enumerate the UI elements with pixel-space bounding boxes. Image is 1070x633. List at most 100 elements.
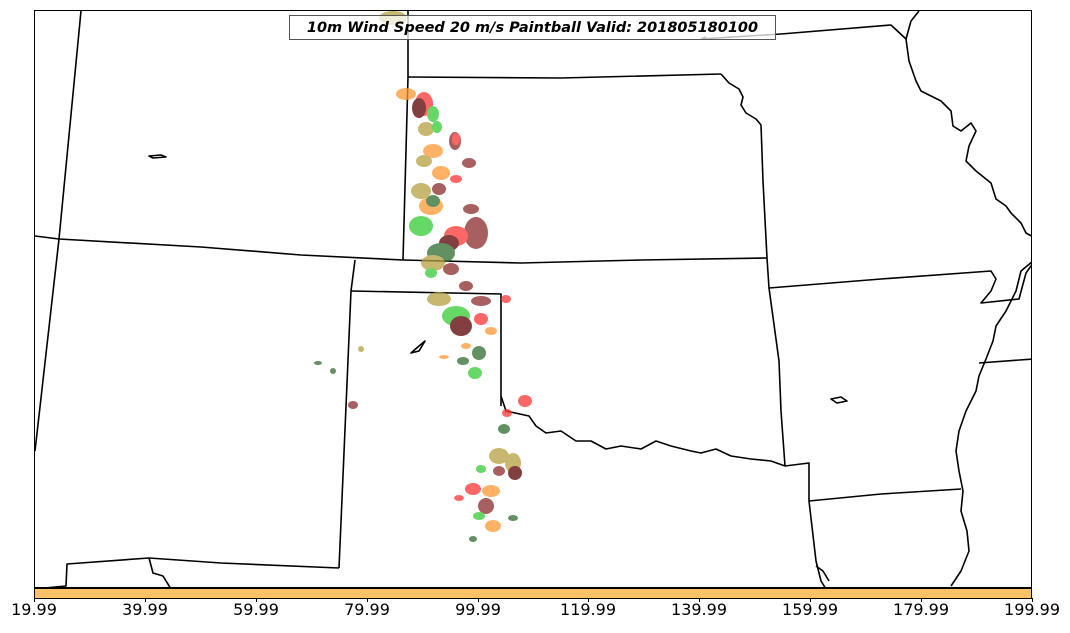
colorbar-tick-label: 99.99 [455, 600, 501, 619]
paintball-blob [314, 361, 322, 365]
paintball-blob [452, 133, 460, 145]
paintball-blob [411, 183, 431, 199]
colorbar-tick-mark [256, 598, 257, 602]
border-line [905, 11, 920, 40]
paintball-blob [426, 195, 440, 207]
colorbar [34, 588, 1032, 599]
paintball-blob [489, 448, 509, 464]
paintball-blob [518, 395, 532, 407]
border-line [768, 287, 786, 467]
border-line [784, 462, 826, 587]
colorbar-tick-label: 79.99 [344, 600, 390, 619]
map-frame [34, 10, 1032, 588]
paintball-blob [478, 498, 494, 514]
paintball-blob [412, 98, 426, 118]
colorbar-ticks: 19.99 39.99 59.99 79.99 99.99 119.99 139.99 159… [0, 598, 1070, 628]
paintball-blob [508, 466, 522, 480]
paintball-blob [423, 144, 443, 158]
colorbar-tick-label: 139.99 [671, 600, 727, 619]
lake-outline [148, 154, 167, 159]
border-line [47, 557, 150, 587]
colorbar-tick-mark [588, 598, 589, 602]
paintball-blob [465, 483, 481, 495]
border-line [407, 73, 722, 79]
border-line [350, 290, 786, 467]
paintball-blob [498, 424, 510, 434]
paintball-blob [427, 106, 439, 122]
paintball-blob [459, 281, 473, 291]
border-line [402, 11, 409, 261]
colorbar-tick-label: 199.99 [1004, 600, 1060, 619]
paintball-blob [462, 158, 476, 168]
paintball-blob [502, 409, 512, 417]
paintball-blob [427, 292, 451, 306]
paintball-blob [493, 466, 505, 476]
map-canvas [35, 11, 1031, 587]
paintball-blob [464, 217, 488, 249]
paintball-blob [432, 183, 446, 195]
paintball-blob [443, 263, 459, 275]
map-title: 10m Wind Speed 20 m/s Paintball Valid: 2… [289, 15, 776, 40]
paintball-blob [358, 346, 364, 352]
paintball-blob [471, 296, 491, 306]
paintball-blob [396, 88, 416, 100]
colorbar-tick-label: 39.99 [122, 600, 168, 619]
colorbar-tick-label: 159.99 [782, 600, 838, 619]
lake-outline [410, 340, 426, 354]
paintball-blob [409, 216, 433, 236]
colorbar-tick-label: 179.99 [893, 600, 949, 619]
border-line [35, 235, 404, 261]
border-line [720, 73, 768, 259]
paintball-blob [463, 204, 479, 214]
border-line [808, 488, 962, 502]
colorbar-tick-mark [34, 598, 35, 602]
colorbar-tick-label: 119.99 [560, 600, 616, 619]
paintball-blob [469, 536, 477, 542]
paintball-blob [421, 255, 445, 271]
border-line [905, 38, 1031, 237]
colorbar-tick-mark [921, 598, 922, 602]
colorbar-tick-mark [145, 598, 146, 602]
paintball-blob [432, 121, 442, 133]
paintball-blob [418, 122, 434, 136]
colorbar-tick-mark [810, 598, 811, 602]
paintball-blob [485, 520, 501, 532]
colorbar-tick-label: 59.99 [233, 600, 279, 619]
paintball-blob [482, 485, 500, 497]
colorbar-tick-mark [699, 598, 700, 602]
colorbar-tick-mark [367, 598, 368, 602]
paintball-blob [348, 401, 358, 409]
paintball-blob [457, 357, 469, 365]
border-line [402, 257, 768, 264]
paintball-blob [439, 355, 449, 359]
lake-outline [830, 396, 848, 404]
border-line [766, 257, 1031, 304]
colorbar-tick-mark [1032, 598, 1033, 602]
paintball-blob [473, 512, 485, 520]
border-line [815, 565, 830, 582]
border-line [950, 261, 1031, 587]
paintball-blob [416, 155, 432, 167]
border-line [148, 557, 340, 569]
paintball-blob [501, 295, 511, 303]
paintball-blob [330, 368, 336, 374]
paintball-blob [472, 346, 486, 360]
paintball-blob [474, 313, 488, 325]
paintball-blobs [314, 11, 532, 542]
border-line [35, 238, 60, 452]
paintball-blob [508, 515, 518, 521]
paintball-blob [450, 175, 462, 183]
colorbar-tick-mark [478, 598, 479, 602]
border-line [978, 358, 1031, 364]
border-line [148, 557, 171, 587]
paintball-blob [485, 327, 497, 335]
paintball-blob [454, 495, 464, 501]
state-borders [35, 11, 1031, 587]
colorbar-tick-label: 19.99 [11, 600, 57, 619]
paintball-blob [461, 343, 471, 349]
border-line [338, 259, 356, 569]
paintball-blob [468, 367, 482, 379]
border-line [58, 11, 82, 240]
paintball-blob [425, 268, 437, 278]
paintball-blob [432, 166, 450, 180]
